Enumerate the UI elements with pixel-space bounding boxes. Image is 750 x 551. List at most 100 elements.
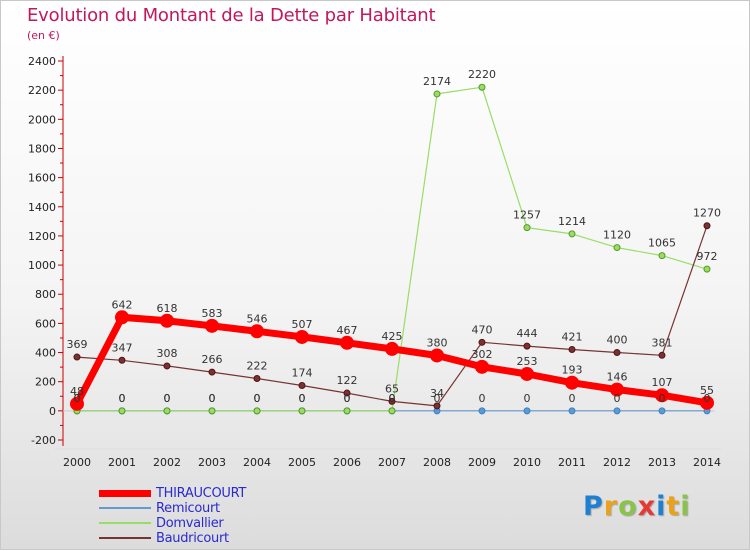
- logo-letter: i: [680, 491, 691, 522]
- data-label-remicourt: 0: [434, 392, 441, 405]
- data-label-remicourt: 0: [209, 392, 216, 405]
- data-label-remicourt: 0: [164, 392, 171, 405]
- logo-letter: o: [618, 491, 638, 522]
- y-tick-label: -200: [31, 434, 56, 447]
- y-tick-label: 1600: [28, 172, 56, 185]
- data-point-baudricourt: [478, 338, 486, 346]
- y-tick-label: 400: [35, 347, 56, 360]
- x-tick-label: 2009: [468, 456, 496, 469]
- legend-label: THIRAUCOURT: [156, 486, 247, 501]
- data-label-thiraucourt: 55: [700, 384, 714, 397]
- data-label-baudricourt: 174: [292, 366, 313, 379]
- chart-title: Evolution du Montant de la Dette par Hab…: [27, 5, 436, 26]
- data-point-remicourt: [523, 407, 531, 415]
- y-tick-label: 1000: [28, 259, 56, 272]
- data-point-remicourt: [613, 407, 621, 415]
- data-label-thiraucourt: 146: [607, 371, 628, 384]
- data-label-thiraucourt: 302: [472, 348, 493, 361]
- data-label-baudricourt: 308: [157, 347, 178, 360]
- data-point-domvallier: [523, 224, 531, 232]
- data-point-thiraucourt: [700, 395, 714, 410]
- data-point-thiraucourt: [205, 318, 219, 333]
- data-label-remicourt: 0: [704, 392, 711, 405]
- data-label-domvallier: 0: [254, 392, 261, 405]
- data-point-thiraucourt: [70, 396, 84, 411]
- data-label-thiraucourt: 193: [562, 364, 583, 377]
- data-label-thiraucourt: 618: [157, 302, 178, 315]
- data-label-thiraucourt: 380: [427, 336, 448, 349]
- x-tick-label: 2005: [288, 456, 316, 469]
- data-label-baudricourt: 470: [472, 323, 493, 336]
- data-label-remicourt: 0: [344, 392, 351, 405]
- data-label-thiraucourt: 107: [652, 376, 673, 389]
- data-label-baudricourt: 1270: [693, 207, 721, 220]
- legend-label: Baudricourt: [156, 531, 229, 546]
- legend-swatch: [99, 507, 151, 509]
- y-tick-label: 0: [49, 405, 56, 418]
- data-label-remicourt: 0: [299, 392, 306, 405]
- data-label-domvallier: 1214: [558, 215, 586, 228]
- data-point-baudricourt: [613, 349, 621, 357]
- y-tick-label: 1200: [28, 230, 56, 243]
- data-point-thiraucourt: [295, 329, 309, 344]
- data-point-domvallier: [568, 230, 576, 238]
- data-point-baudricourt: [298, 381, 306, 389]
- data-label-remicourt: 0: [74, 392, 81, 405]
- data-label-thiraucourt: 467: [337, 324, 358, 337]
- data-point-thiraucourt: [475, 359, 489, 374]
- data-label-thiraucourt: 642: [112, 298, 133, 311]
- data-point-baudricourt: [208, 368, 216, 376]
- logo-letter: i: [656, 491, 667, 522]
- data-point-thiraucourt: [655, 388, 669, 403]
- x-tick-label: 2007: [378, 456, 406, 469]
- proxiti-logo: Proxiti: [583, 491, 691, 522]
- data-label-thiraucourt: 253: [517, 355, 538, 368]
- data-point-baudricourt: [118, 356, 126, 364]
- chart-unit-label: (en €): [27, 29, 60, 42]
- legend-label: Remicourt: [156, 501, 220, 516]
- logo-letter: t: [666, 491, 681, 522]
- data-label-remicourt: 0: [254, 392, 261, 405]
- x-tick-label: 2010: [513, 456, 541, 469]
- legend-swatch: [99, 490, 151, 497]
- data-point-baudricourt: [343, 389, 351, 397]
- data-label-domvallier: 0: [344, 392, 351, 405]
- data-label-domvallier: 1257: [513, 209, 541, 222]
- data-point-thiraucourt: [115, 310, 129, 325]
- logo-letter: x: [637, 491, 657, 522]
- data-label-baudricourt: 369: [67, 338, 88, 351]
- x-tick-label: 2003: [198, 456, 226, 469]
- y-tick-label: 600: [35, 317, 56, 330]
- data-point-baudricourt: [253, 374, 261, 382]
- series-line-domvallier: [76, 86, 708, 412]
- y-tick-label: 1400: [28, 201, 56, 214]
- data-point-baudricourt: [523, 342, 531, 350]
- data-label-domvallier: 0: [299, 392, 306, 405]
- data-point-remicourt: [568, 407, 576, 415]
- data-point-thiraucourt: [385, 341, 399, 356]
- data-label-remicourt: 0: [479, 392, 486, 405]
- data-point-thiraucourt: [160, 313, 174, 328]
- x-tick-label: 2012: [603, 456, 631, 469]
- data-point-thiraucourt: [610, 382, 624, 397]
- data-point-domvallier: [343, 407, 351, 415]
- data-label-remicourt: 0: [524, 392, 531, 405]
- x-tick-label: 2002: [153, 456, 181, 469]
- data-label-remicourt: 0: [569, 392, 576, 405]
- data-point-domvallier: [613, 244, 621, 252]
- data-point-domvallier: [163, 407, 171, 415]
- data-point-domvallier: [253, 407, 261, 415]
- data-point-domvallier: [118, 407, 126, 415]
- data-label-domvallier: 0: [389, 392, 396, 405]
- data-label-baudricourt: 34: [430, 387, 444, 400]
- data-label-remicourt: 0: [659, 392, 666, 405]
- data-point-baudricourt: [388, 397, 396, 405]
- data-label-baudricourt: 122: [337, 374, 358, 387]
- data-label-domvallier: 1120: [603, 229, 631, 242]
- data-point-domvallier: [208, 407, 216, 415]
- x-tick-label: 2014: [693, 456, 721, 469]
- y-tick-label: 2000: [28, 113, 56, 126]
- data-label-thiraucourt: 48: [70, 385, 84, 398]
- data-label-remicourt: 0: [389, 392, 396, 405]
